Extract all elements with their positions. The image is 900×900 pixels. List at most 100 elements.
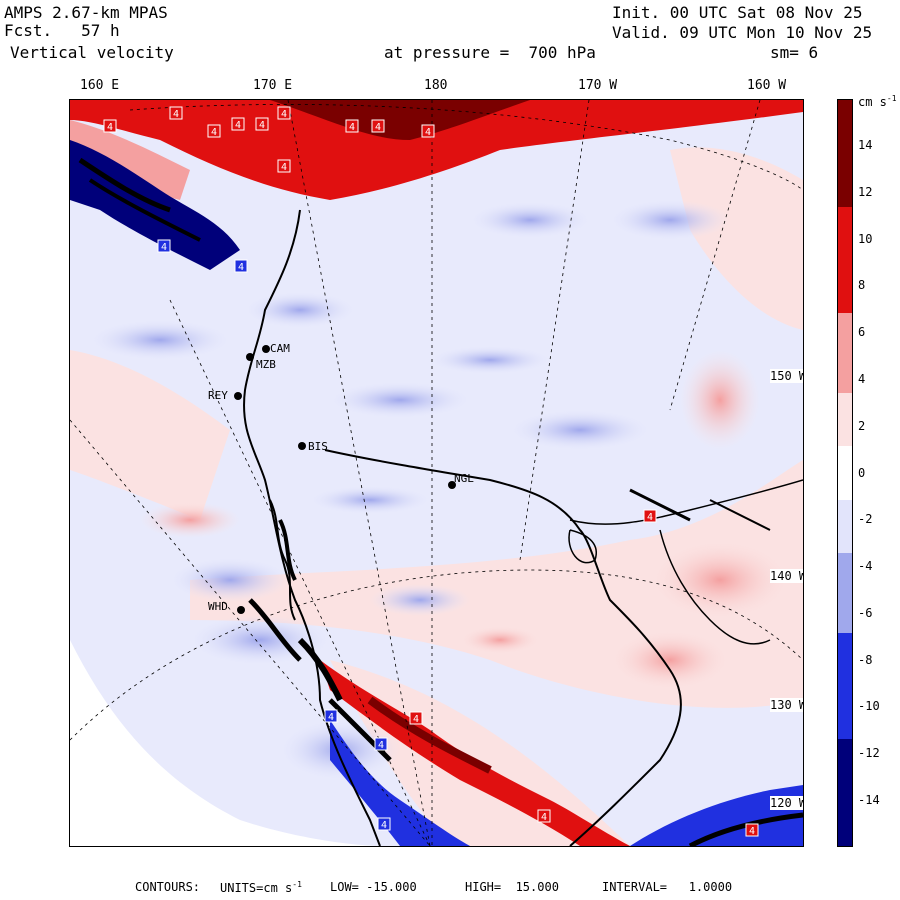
init-time: Init. 00 UTC Sat 08 Nov 25 <box>612 3 863 22</box>
graticule <box>70 100 803 846</box>
right-tick-140w: 140 W <box>770 569 803 583</box>
colorbar-segment <box>838 393 852 421</box>
colorbar-segment <box>838 286 852 315</box>
station-mzb: MZB <box>256 358 276 371</box>
colorbar-units-exp: -1 <box>886 94 897 103</box>
colorbar-segment <box>838 100 852 128</box>
downward-motion-se <box>630 785 803 846</box>
right-tick-120w: 120 W <box>770 796 803 810</box>
colorbar-units: cm s-1 <box>858 94 897 109</box>
right-tick-130w: 130 W <box>770 698 803 712</box>
footer-units-text: UNITS=cm s <box>220 881 293 895</box>
upward-motion-fringe-nw <box>70 120 190 200</box>
marker-17: 4 <box>381 820 387 831</box>
marker-12: 4 <box>238 262 244 273</box>
footer-units: UNITS=cm s-1 <box>220 880 302 895</box>
footer-units-exp: -1 <box>292 880 302 889</box>
station-markers <box>234 345 456 614</box>
colorbar-label: -10 <box>858 699 880 714</box>
vertical-velocity-map: 4 4 4 4 4 4 4 4 4 4 4 4 4 4 4 4 4 4 4 <box>70 100 803 846</box>
colorbar-segment <box>838 179 852 208</box>
marker-18: 4 <box>541 812 547 823</box>
pale-red-region-ne <box>670 147 803 330</box>
colorbar-segment <box>838 766 852 794</box>
right-tick-150w: 150 W <box>770 369 803 383</box>
top-tick-160w: 160 W <box>747 78 787 93</box>
forecast-label: Fcst. 57 h <box>4 22 120 40</box>
map-panel: 4 4 4 4 4 4 4 4 4 4 4 4 4 4 4 4 4 4 4 CA… <box>69 99 804 847</box>
marker-19: 4 <box>749 826 755 837</box>
coastline-east <box>569 479 803 525</box>
colorbar-label: 2 <box>858 418 866 433</box>
colorbar-label: 8 <box>858 278 866 293</box>
colorbar-segment <box>838 739 852 768</box>
colorbar-segment <box>838 313 852 341</box>
colorbar-segment <box>838 632 852 661</box>
station-cam: CAM <box>270 342 290 355</box>
contour-markers: 4 4 4 4 4 4 4 4 4 4 4 4 4 4 4 4 4 4 4 <box>103 106 759 837</box>
station-whd: WHD <box>208 600 228 613</box>
marker-15: 4 <box>413 714 419 725</box>
colorbar-label: -6 <box>858 605 873 620</box>
model-title: AMPS 2.67-km MPAS <box>4 3 168 22</box>
top-tick-170e: 170 E <box>253 78 293 93</box>
marker-16: 4 <box>378 740 384 751</box>
colorbar-label: 14 <box>858 138 873 152</box>
marker-1: 4 <box>173 109 179 120</box>
colorbar-label: 6 <box>858 325 866 340</box>
colorbar-segment <box>838 792 852 821</box>
station-ngl: NGL <box>454 472 474 485</box>
colorbar-segment <box>838 153 852 181</box>
colorbar-segment <box>838 259 852 288</box>
colorbar-segment <box>838 126 852 155</box>
station-rey: REY <box>208 389 228 402</box>
marker-11: 4 <box>161 242 167 253</box>
colorbar-segment <box>838 552 852 581</box>
marker-3: 4 <box>211 127 217 138</box>
colorbar-segment <box>838 686 852 714</box>
marker-7: 4 <box>349 122 355 133</box>
upward-motion-core-north <box>270 100 530 140</box>
colorbar-label: -8 <box>858 652 873 667</box>
colorbar-label: -4 <box>858 559 873 574</box>
colorbar-segment <box>838 579 852 608</box>
colorbar-label: 10 <box>858 231 873 246</box>
marker-14: 4 <box>328 712 334 723</box>
island-outline <box>568 529 597 564</box>
colorbar-segment <box>838 419 852 448</box>
marker-6: 4 <box>281 109 287 120</box>
grounding-line <box>659 529 771 645</box>
colorbar-segment <box>838 819 852 846</box>
marker-8: 4 <box>375 122 381 133</box>
out-of-domain-area <box>70 640 380 846</box>
downward-motion-band-south <box>330 720 470 846</box>
footer-interval: INTERVAL= 1.0000 <box>602 880 733 894</box>
smoothing-value: sm= 6 <box>770 43 819 62</box>
colorbar-segment <box>838 339 852 368</box>
marker-9: 4 <box>425 127 431 138</box>
colorbar-segment <box>838 659 852 688</box>
colorbar-segment <box>838 206 852 235</box>
pale-red-region-west <box>70 350 230 520</box>
colorbar-label: 4 <box>858 371 866 386</box>
colorbar-label: 0 <box>858 465 866 480</box>
dense-contours <box>248 488 771 762</box>
pale-red-region-south <box>330 660 630 846</box>
marker-5: 4 <box>259 120 265 131</box>
colorbar-segment <box>838 446 852 474</box>
ice-shelf-front <box>324 449 682 846</box>
marker-2: 4 <box>107 122 113 133</box>
colorbar-segment <box>838 606 852 634</box>
colorbar-segment <box>838 499 852 528</box>
footer-contours: CONTOURS: <box>135 880 201 894</box>
colorbar-label: -2 <box>858 512 873 527</box>
valid-time: Valid. 09 UTC Mon 10 Nov 25 <box>612 23 873 42</box>
marker-13: 4 <box>647 512 653 523</box>
field-name: Vertical velocity <box>10 43 174 62</box>
top-tick-180: 180 <box>424 78 448 93</box>
forecast-hours: 57 h <box>81 21 120 40</box>
coastline-west <box>243 209 381 846</box>
upward-motion-band-north <box>70 100 803 200</box>
colorbar-segment <box>838 366 852 395</box>
colorbar-label: -12 <box>858 746 880 761</box>
